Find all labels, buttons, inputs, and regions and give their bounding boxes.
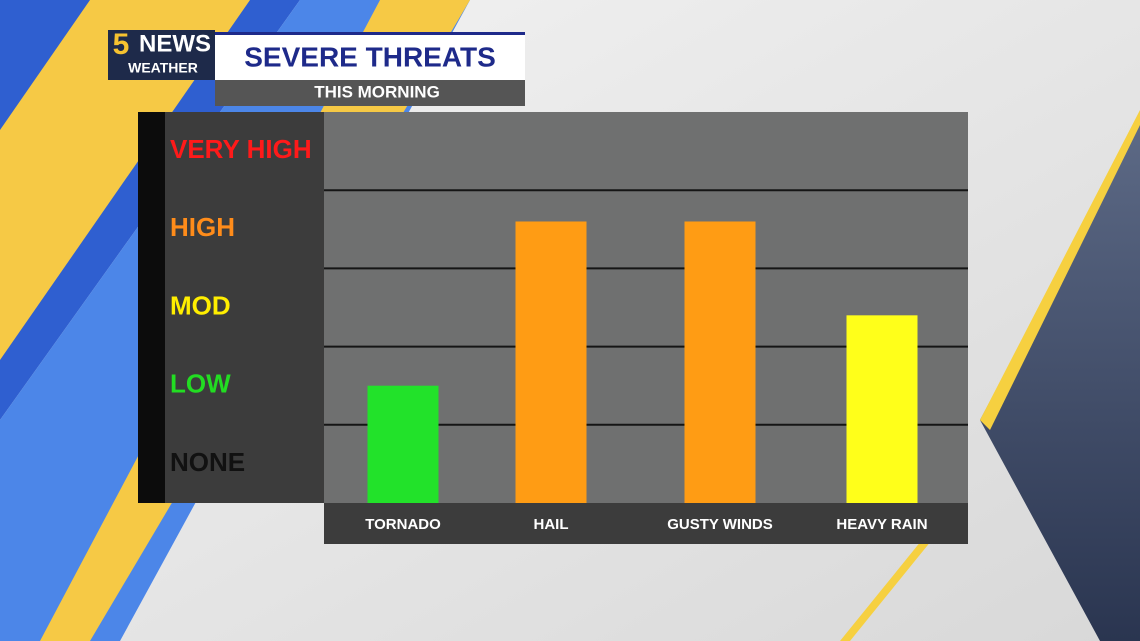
x-tick-label: HAIL — [534, 516, 569, 533]
bar — [515, 221, 587, 504]
chart-subtitle: THIS MORNING — [314, 82, 440, 101]
sky-panel — [980, 120, 1140, 641]
level-label: MOD — [170, 290, 231, 320]
logo-sub: WEATHER — [128, 60, 198, 76]
category-band — [324, 503, 968, 544]
level-label: NONE — [170, 447, 245, 477]
yellow-stripe — [0, 0, 250, 360]
chart: NONE LOW MOD HIGH VERY HIGH TORNADO HAIL GUSTY … — [170, 134, 968, 533]
x-tick-label: HEAVY RAIN — [836, 516, 927, 533]
yellow-stripe — [840, 530, 940, 641]
logo-box — [108, 30, 215, 80]
title-box — [215, 32, 525, 80]
axis-strip — [138, 112, 165, 503]
x-tick-label: TORNADO — [365, 516, 441, 533]
yellow-stripe — [980, 110, 1140, 430]
level-label: HIGH — [170, 212, 235, 242]
x-tick-label: GUSTY WINDS — [667, 516, 773, 533]
logo-number: 5 — [113, 28, 130, 61]
title-rule — [215, 32, 525, 35]
level-label: LOW — [170, 369, 231, 399]
chart-title: SEVERE THREATS — [244, 41, 496, 72]
bar — [684, 221, 756, 504]
label-column — [165, 112, 324, 503]
subtitle-box — [215, 80, 525, 106]
bar — [367, 385, 439, 503]
bar — [846, 315, 918, 503]
level-label: VERY HIGH — [170, 134, 312, 164]
logo-name: NEWS — [139, 30, 211, 57]
